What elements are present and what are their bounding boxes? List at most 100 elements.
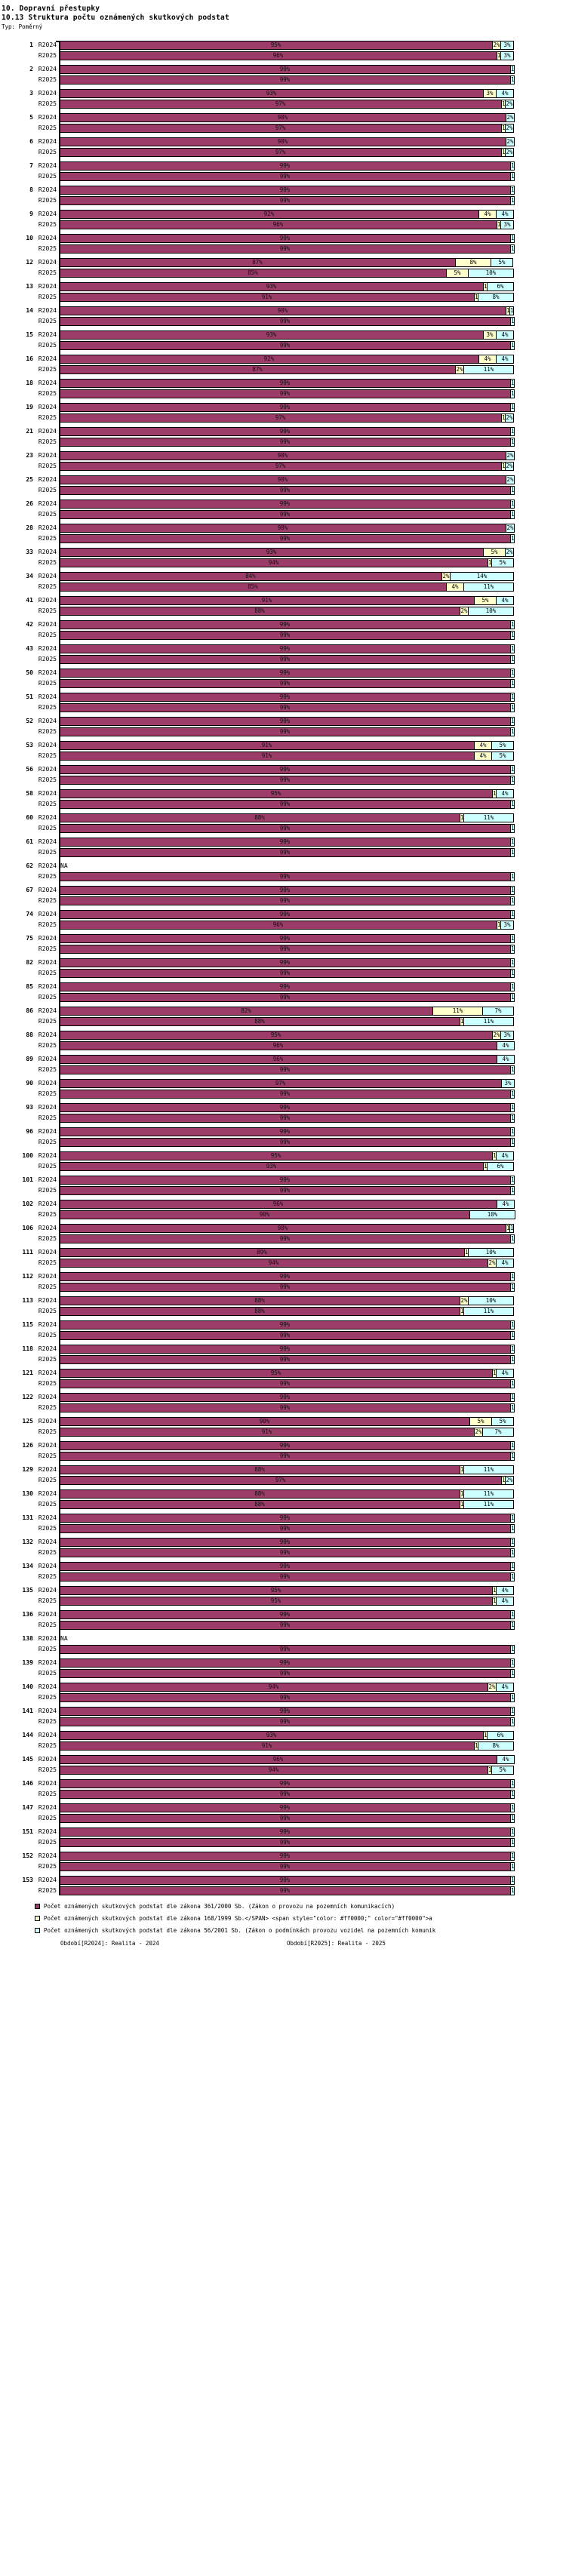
bar-segment-series-1: 99% (59, 896, 511, 905)
period-label: R2024 (38, 1369, 57, 1376)
row-gutter: 8 R2024 (0, 186, 59, 195)
bar-track: 99%1% (59, 800, 515, 809)
category-label: 141 (22, 1708, 33, 1714)
row-gutter: R2025 (0, 824, 59, 833)
category-label: 101 (22, 1176, 33, 1183)
period-label: R2025 (38, 535, 57, 542)
bar-track: 99%1% (59, 379, 515, 388)
bar-segment-series-1: 99% (59, 727, 511, 736)
bar-segment-series-3: 4% (496, 1586, 514, 1595)
bar-segment-series-1: 99% (59, 1548, 511, 1557)
legend-label: Počet oznámených skutkových podstat dle … (44, 1927, 436, 1934)
bar-track: 87% 2% 11% (59, 365, 515, 374)
bar-segment-series-2: 3% (483, 330, 497, 340)
bar-segment-series-1: 96% (59, 921, 497, 930)
bar-segment-series-1: 88% (59, 1465, 460, 1474)
bar-track: 99%1% (59, 1610, 515, 1619)
row-gutter: R2025 (0, 1162, 59, 1171)
bar-segment-series-3: 1% (510, 848, 515, 857)
bar-track: 98% 2% (59, 524, 515, 533)
row-gutter: 100 R2024 (0, 1151, 59, 1160)
bar-track: 95%1%4% (59, 789, 515, 798)
chart-group: 41 R2024 91% 5% 4% R2025 88% 2% 10% (0, 596, 566, 616)
bar-segment-series-1: 99% (59, 1814, 511, 1823)
bar-segment-series-3: 1% (510, 1065, 515, 1074)
page-title: 10. Dopravní přestupky (2, 5, 100, 13)
chart-row: 89 R2024 96% 4% (0, 1055, 566, 1064)
bar-segment-series-1: 99% (59, 1886, 511, 1895)
period-label: R2024 (38, 1659, 57, 1666)
period-label: R2025 (38, 1235, 57, 1242)
period-label: R2024 (38, 1708, 57, 1714)
period-label: R2024 (38, 911, 57, 918)
bar-segment-series-3: 1% (510, 1272, 515, 1281)
bar-segment-series-1: 88% (59, 1500, 460, 1509)
bar-segment-series-3: 1% (510, 1645, 515, 1654)
row-gutter: R2025 (0, 75, 59, 85)
bar-segment-series-3: 1% (510, 1355, 515, 1364)
bar-track: 95%1%4% (59, 1597, 515, 1606)
category-label: 112 (22, 1273, 33, 1280)
bar-segment-series-3: 5% (491, 741, 514, 750)
bar-segment-series-3: 1% (510, 1234, 515, 1243)
period-label: R2024 (38, 114, 57, 121)
bar-segment-series-3: 1% (510, 389, 515, 398)
bar-segment-series-1: 88% (59, 813, 460, 822)
bar-segment-series-1: 99% (59, 1790, 511, 1799)
period-label: R2025 (38, 366, 57, 373)
row-gutter: R2025 (0, 438, 59, 447)
row-gutter: R2025 (0, 631, 59, 640)
bar-segment-series-3: 11% (463, 1500, 514, 1509)
category-label: 106 (22, 1225, 33, 1231)
row-gutter: 86 R2024 (0, 1007, 59, 1016)
bar-track: 96%1%3% (59, 921, 515, 930)
chart-group: 53 R2024 91% 4% 5% R2025 91% 4% 5% (0, 741, 566, 761)
bar-segment-series-1: 93% (59, 1162, 484, 1171)
period-label: R2024 (38, 66, 57, 72)
bar-track: 99%1% (59, 1090, 515, 1099)
row-gutter: 136 R2024 (0, 1610, 59, 1619)
bar-segment-series-3: 4% (496, 210, 514, 219)
row-gutter: 25 R2024 (0, 475, 59, 484)
row-gutter: R2025 (0, 148, 59, 157)
category-label: 140 (22, 1683, 33, 1690)
period-label: R2024 (38, 186, 57, 193)
bar-track: 99%1% (59, 1234, 515, 1243)
bar-segment-series-1: 99% (59, 958, 511, 967)
bar-segment-series-1: 99% (59, 969, 511, 978)
bar-segment-series-1: 95% (59, 1597, 493, 1606)
bar-segment-series-1: 97% (59, 1476, 502, 1485)
bar-track: 99%1% (59, 244, 515, 254)
bar-segment-series-3: 1% (510, 1127, 515, 1136)
period-label: R2024 (38, 573, 57, 579)
bar-track: 99%1% (59, 703, 515, 712)
bar-segment-series-3: 1% (510, 679, 515, 688)
bar-track: 95%1%4% (59, 1369, 515, 1378)
row-gutter: R2025 (0, 1790, 59, 1799)
chart-group: 34 R2024 84% 2% 14% R2025 85% 4% 11% (0, 572, 566, 592)
chart-row: 125 R2024 90% 5% 5% (0, 1417, 566, 1426)
bar-track: 99%1% (59, 1403, 515, 1412)
bar-na: NA (59, 1634, 515, 1643)
bar-segment-series-3: 2% (506, 524, 515, 533)
chart-row: 86 R2024 82% 11% 7% (0, 1007, 566, 1016)
bar-segment-series-1: 98% (59, 137, 506, 146)
category-label: 19 (26, 404, 33, 410)
category-label: 93 (26, 1104, 33, 1111)
row-gutter: 3 R2024 (0, 89, 59, 98)
bar-segment-series-3: 1% (510, 631, 515, 640)
